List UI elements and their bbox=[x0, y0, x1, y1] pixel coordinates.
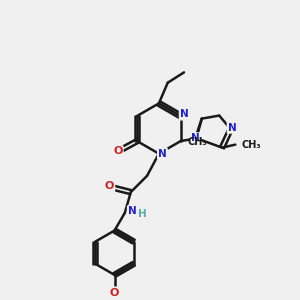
Text: O: O bbox=[105, 181, 114, 191]
Text: H: H bbox=[138, 209, 146, 219]
Text: N: N bbox=[228, 123, 236, 133]
Text: N: N bbox=[180, 110, 189, 119]
Text: O: O bbox=[110, 288, 119, 298]
Text: N: N bbox=[128, 206, 136, 216]
Text: CH₃: CH₃ bbox=[241, 140, 261, 150]
Text: N: N bbox=[158, 149, 167, 159]
Text: O: O bbox=[113, 146, 123, 157]
Text: CH₃: CH₃ bbox=[188, 137, 207, 147]
Text: N: N bbox=[190, 133, 200, 143]
